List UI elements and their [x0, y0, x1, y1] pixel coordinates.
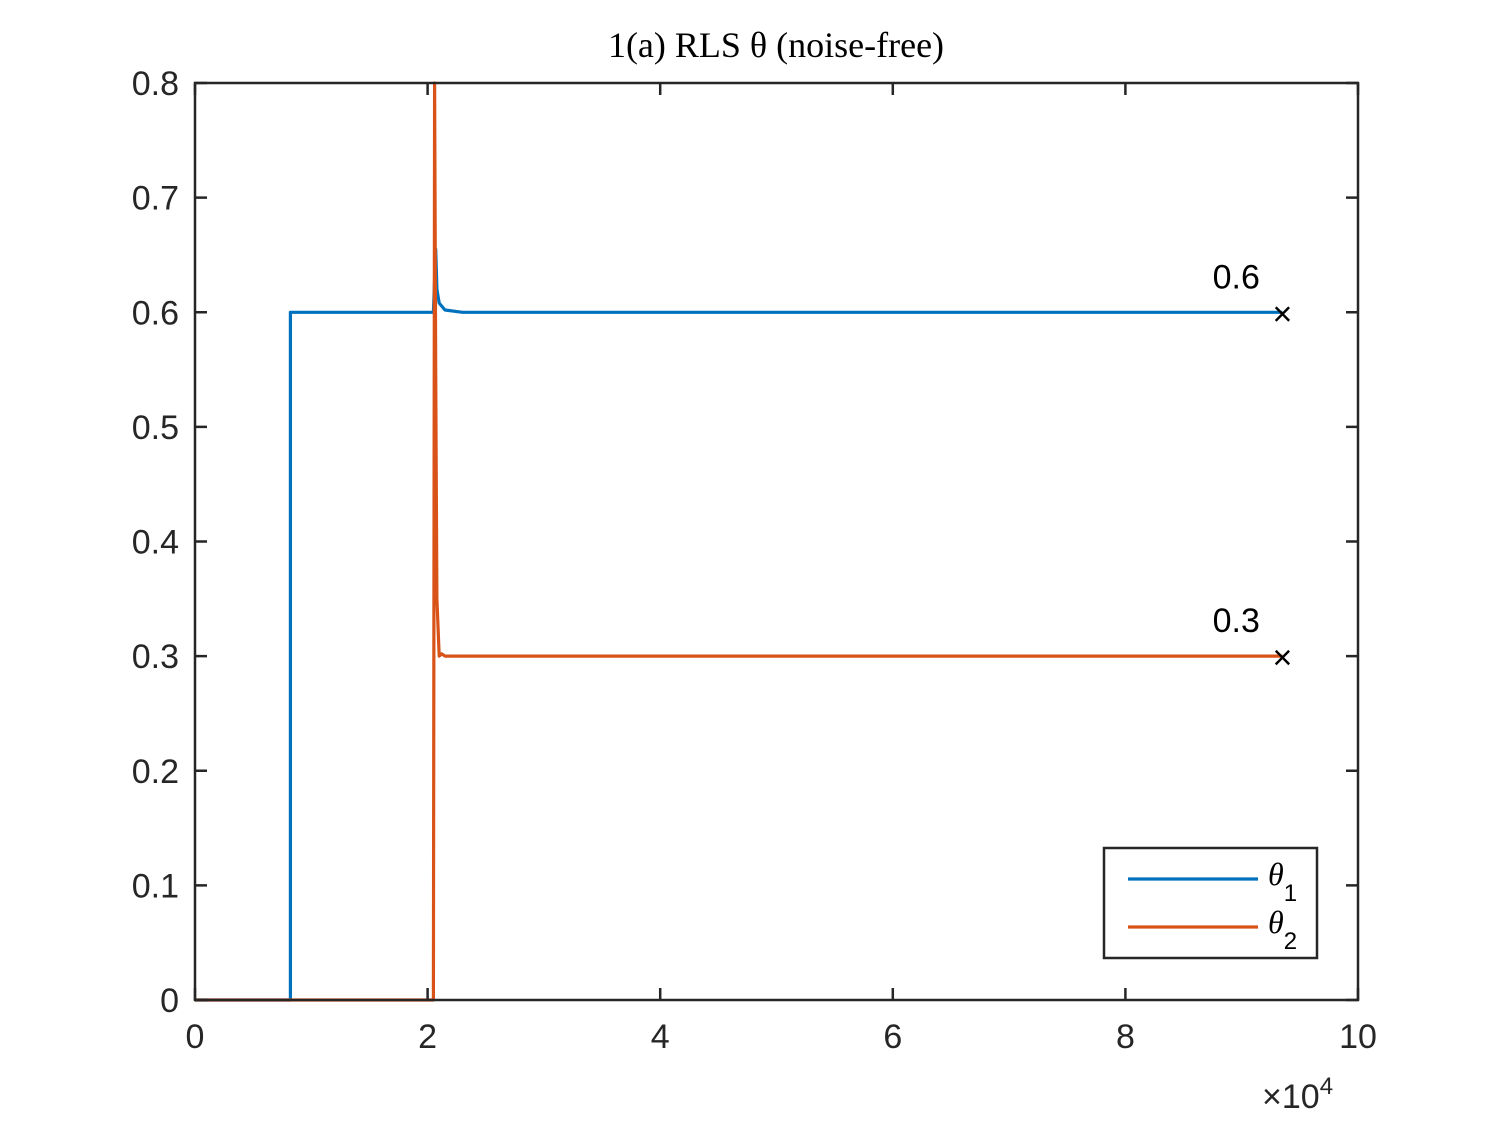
endpoint-marker: × [1272, 639, 1292, 677]
x-tick-label: 0 [186, 1018, 205, 1056]
y-tick-label: 0.3 [132, 638, 179, 676]
y-tick-label: 0 [160, 982, 179, 1020]
legend-label-theta2: θ2 [1268, 904, 1297, 955]
y-tick-label: 0.8 [132, 65, 179, 103]
series-line-theta2 [195, 81, 1283, 1002]
x-tick-label: 2 [418, 1018, 437, 1056]
value-annotation: 0.6 [1213, 258, 1260, 296]
y-tick-label: 0.1 [132, 867, 179, 905]
endpoint-marker: × [1272, 295, 1292, 333]
y-tick-label: 0.6 [132, 294, 179, 332]
y-tick-label: 0.4 [132, 524, 179, 562]
y-tick-label: 0.2 [132, 753, 179, 791]
x-multiplier-label: ×104 [1262, 1073, 1333, 1116]
x-tick-label: 8 [1116, 1018, 1135, 1056]
y-tick-label: 0.5 [132, 409, 179, 447]
y-tick-label: 0.7 [132, 180, 179, 218]
x-tick-label: 10 [1339, 1018, 1377, 1056]
value-annotation: 0.3 [1213, 602, 1260, 640]
legend-label-theta1: θ1 [1268, 856, 1297, 907]
plot-area: 0 2 4 6 8 10 0 0.1 0.2 0.3 0.4 0.5 0.6 0.7 0.8 × × 0.6 0.3… [132, 65, 1377, 1056]
chart-title: 1(a) RLS θ (noise-free) [608, 25, 944, 65]
x-tick-label: 6 [883, 1018, 902, 1056]
x-tick-label: 4 [651, 1018, 670, 1056]
legend-box [1102, 846, 1319, 960]
